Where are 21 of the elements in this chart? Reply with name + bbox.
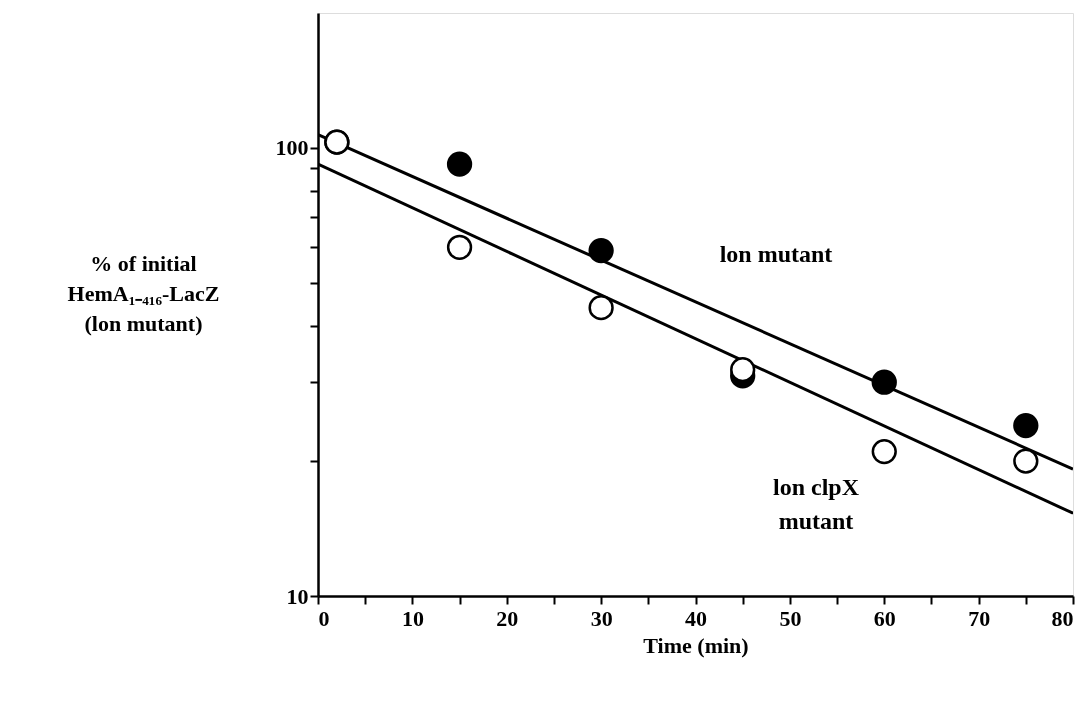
x-tick-label: 10 xyxy=(401,605,424,631)
x-tick-label: 80 xyxy=(1051,605,1074,631)
annotation: lon mutant xyxy=(719,241,833,267)
x-axis-title: Time (min) xyxy=(643,632,749,658)
point xyxy=(871,369,897,395)
y-axis-title: % of initial HemA₁₋₄₁₆-LacZ (lon mutant) xyxy=(67,250,220,336)
x-tick-label: 60 xyxy=(873,605,896,631)
annotation: lon clpX mutant xyxy=(772,474,860,534)
point xyxy=(871,438,897,465)
point xyxy=(446,151,473,177)
x-tick-label: 40 xyxy=(685,605,707,631)
x-tick-label: 50 xyxy=(779,605,802,631)
point xyxy=(1013,413,1039,439)
x-tick-label: 20 xyxy=(496,605,519,631)
y-tick-label: 100 xyxy=(275,135,309,161)
x-tick-label: 0 xyxy=(318,605,330,631)
point xyxy=(588,237,614,264)
x-tick-label: 30 xyxy=(590,605,613,631)
x-tick-label: 70 xyxy=(968,605,991,631)
point xyxy=(446,234,473,260)
point xyxy=(730,357,756,383)
